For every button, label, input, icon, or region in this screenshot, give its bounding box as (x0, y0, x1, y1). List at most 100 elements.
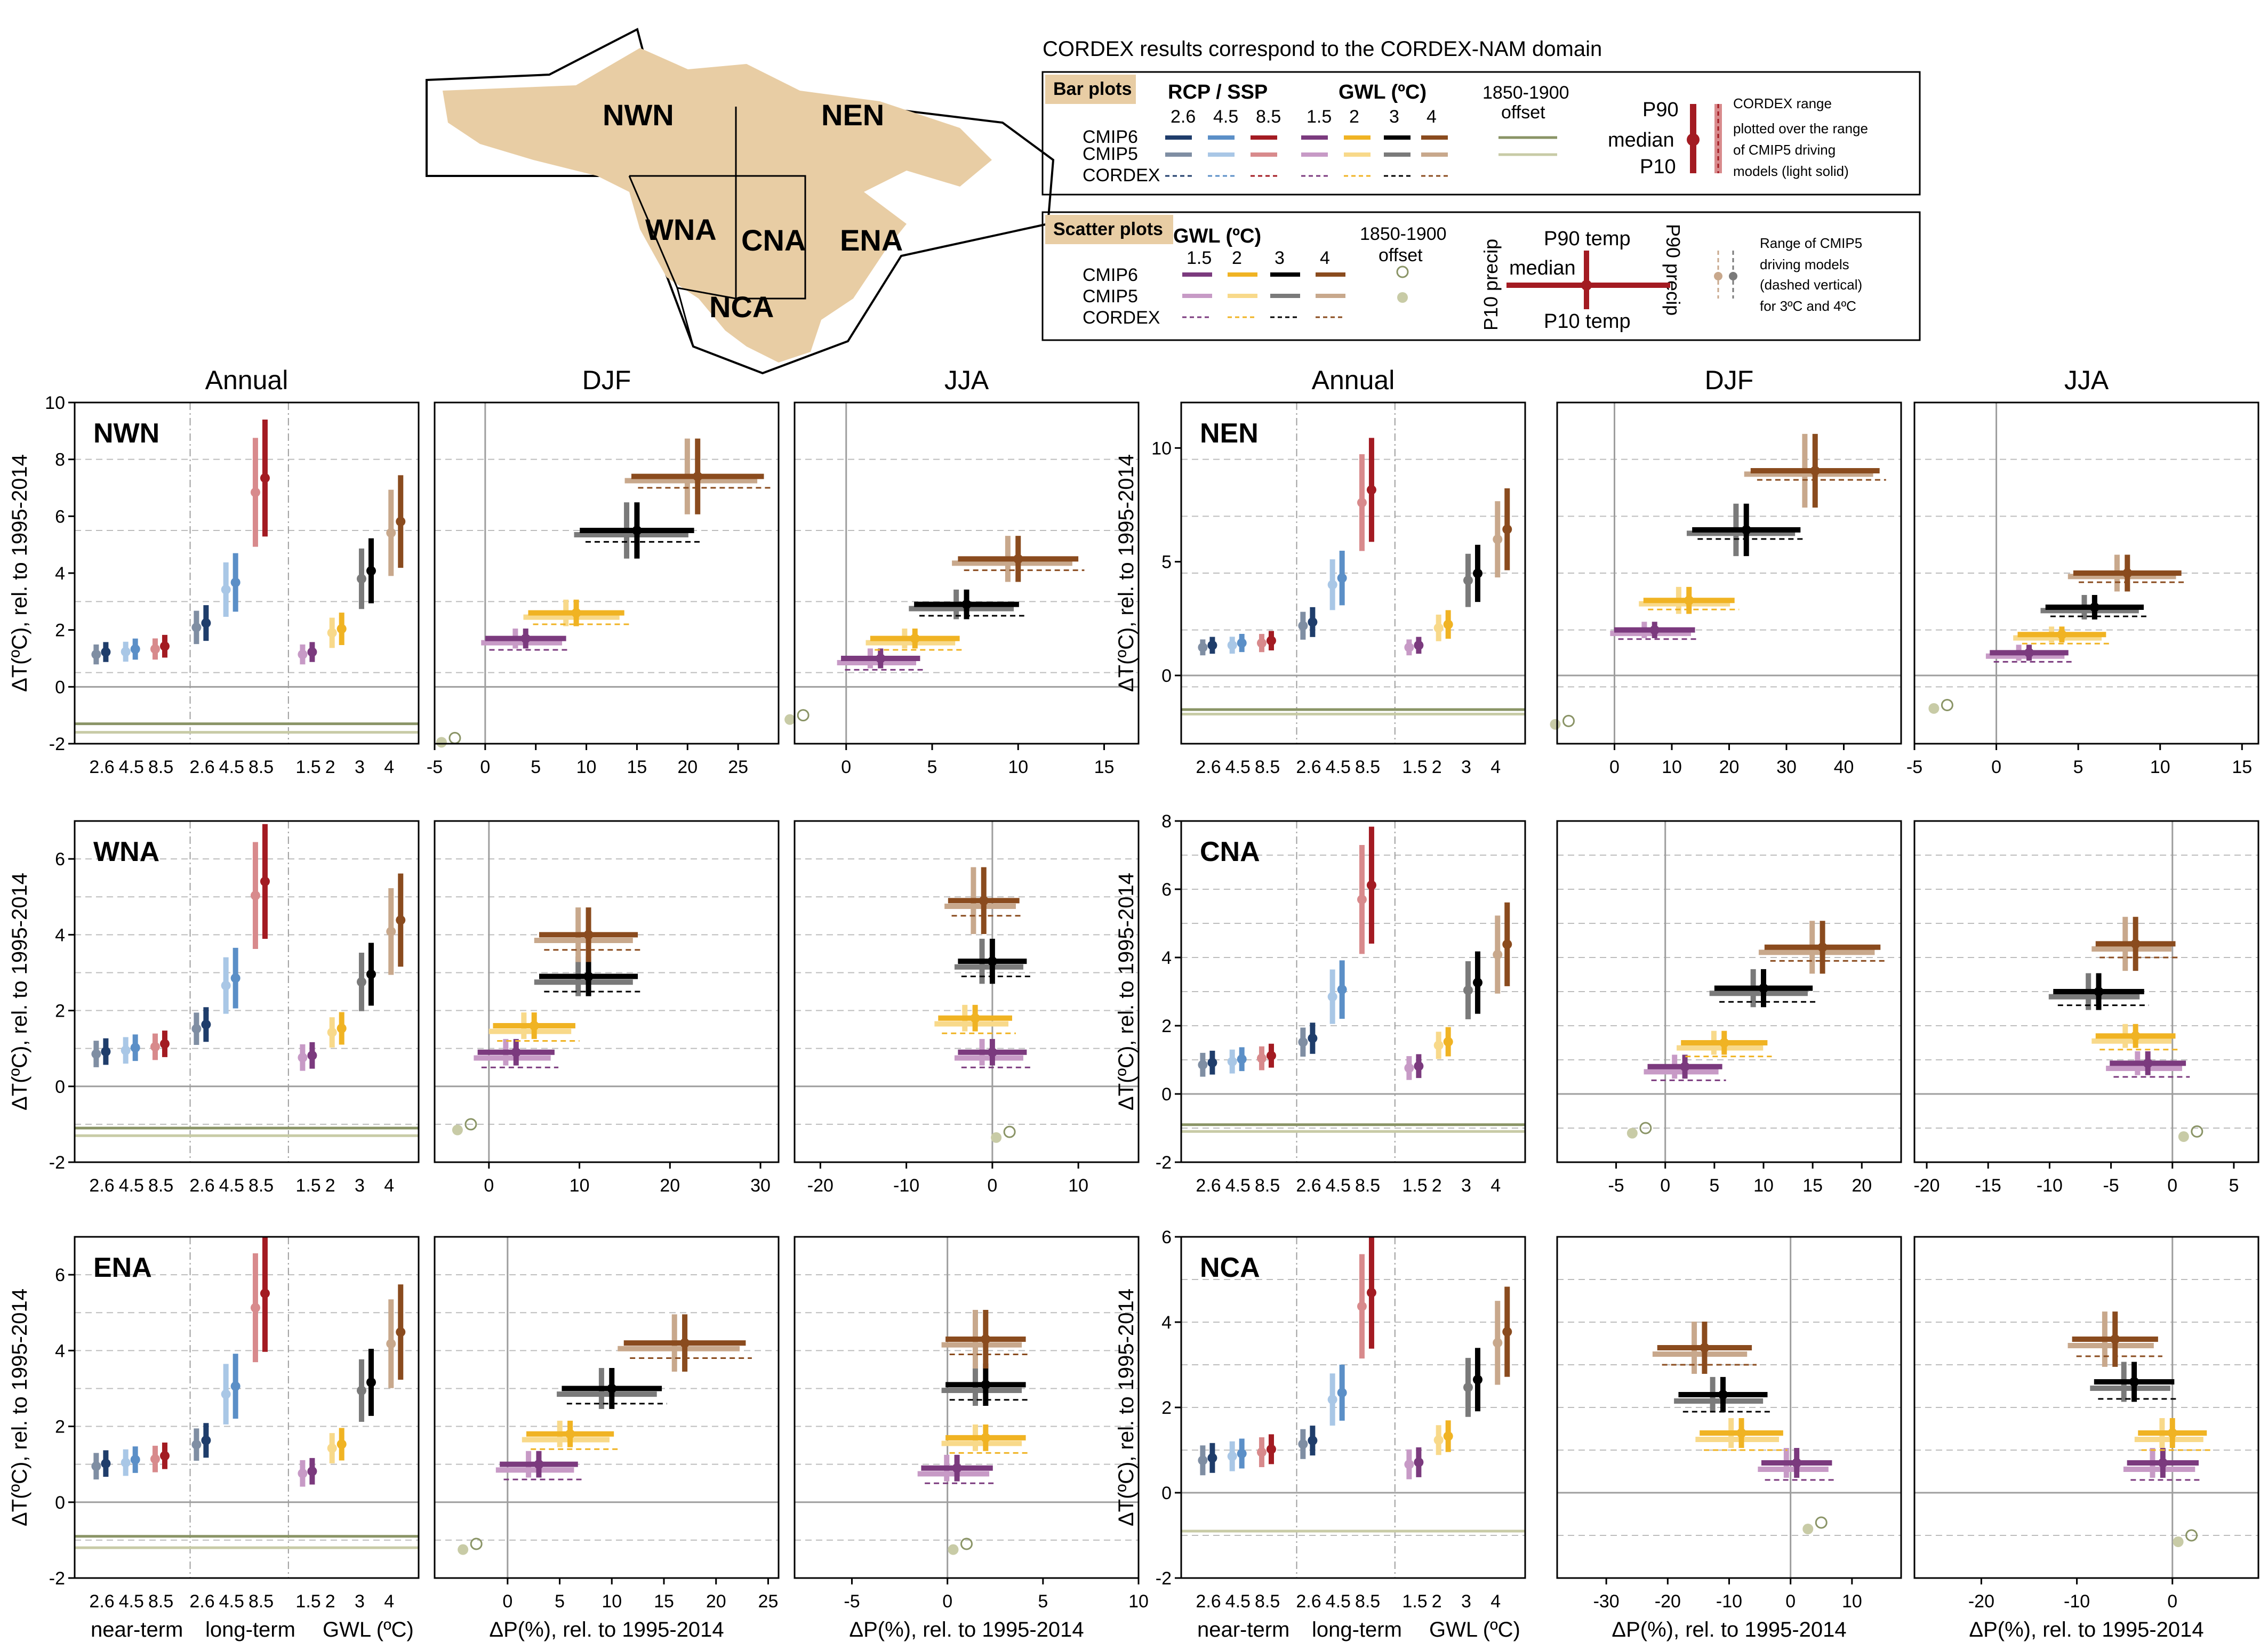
bar-cmip5-median (1256, 1447, 1267, 1457)
legend-bar-gwl-level: 1.5 (1307, 107, 1332, 127)
x-tick-label: 10 (1753, 1176, 1774, 1196)
x-tick-label: 5 (2073, 757, 2083, 777)
panel-wna-djf: 0 10 20 30 (434, 820, 780, 1196)
bar-cmip6-median (101, 1459, 111, 1469)
x-tick-label: 4 (1490, 1591, 1501, 1612)
x-tick-label: 10 (1008, 757, 1028, 777)
x-tick-label: 0 (2167, 1176, 2177, 1196)
x-axis-label: ΔP(%), rel. to 1995-2014 (1969, 1618, 2203, 1641)
cross-cmip6-median (1810, 466, 1820, 476)
cross-cmip6-median (2143, 1058, 2153, 1068)
legend-bar-rcp-level: 2.6 (1171, 107, 1196, 127)
x-tick-label: -5 (1608, 1176, 1624, 1196)
x-tick-label: 2.6 (89, 1176, 114, 1196)
x-tick-label: 8.5 (148, 757, 173, 777)
panel-nwn-djf: -5 0 5 10 15 20 25 (427, 401, 780, 777)
bar-cmip6-median (159, 1451, 170, 1461)
bar-cmip5-median (1327, 579, 1337, 590)
legend-bar-cordex-note-2: plotted over the range (1733, 120, 1868, 136)
x-tick-label: -5 (1906, 757, 1922, 777)
x-tick-label: 4.5 (1326, 1176, 1351, 1196)
panel-frame (1556, 820, 1902, 1163)
bar-cmip6-median (230, 973, 241, 983)
cross-cmip6-median (680, 1338, 690, 1348)
bar-cmip6-median (396, 1327, 406, 1337)
panel-frame (434, 401, 780, 745)
offset-point-cmip6 (1941, 698, 1953, 711)
bar-cmip6-median (1308, 1033, 1318, 1043)
bar-cmip6-median (1337, 573, 1347, 583)
offset-point-cmip5 (458, 1544, 469, 1555)
cross-cmip6-median (2122, 568, 2133, 578)
legend-bar-title-bg (1045, 75, 1136, 104)
x-tick-label: 0 (1660, 1176, 1670, 1196)
legend-scatter-p90precip: P90 precip (1662, 224, 1684, 316)
bar-cmip5-median (121, 1045, 131, 1056)
legend-scatter-range-note-1: Range of CMIP5 (1760, 235, 1862, 251)
bar-cmip5-median (91, 1461, 101, 1471)
x-tick-label: 1.5 (1402, 1176, 1427, 1196)
legend-bar-gwl-level: 2 (1349, 107, 1359, 127)
cross-cmip6-median (2094, 987, 2104, 996)
x-tick-label: 4 (384, 757, 394, 777)
panel-frame (794, 401, 1140, 745)
column-title: DJF (1705, 365, 1754, 395)
bar-cmip6-median (307, 1050, 317, 1060)
bar-cmip5-median (1463, 1382, 1473, 1393)
x-tick-label: 4.5 (1225, 1591, 1251, 1612)
cross-cmip6-median (571, 608, 581, 618)
panel-ena-jja: -5 0 5 10 ΔP(%), rel. to 1995-2014 (794, 1236, 1149, 1641)
cross-cmip6-median (520, 633, 531, 643)
legend-bar-row-label: CORDEX (1083, 165, 1160, 186)
offset-point-cmip6 (2185, 1529, 2198, 1542)
x-tick-label: 2.6 (1196, 1176, 1221, 1196)
legend-bar-rcp-level: 4.5 (1213, 107, 1238, 127)
x-tick-label: -15 (1975, 1176, 2001, 1196)
legend-bar-gwl-title: GWL (ºC) (1339, 81, 1426, 103)
x-tick-label: 25 (758, 1591, 779, 1612)
cross-cmip6-median (2130, 939, 2141, 949)
x-tick-label: 4 (384, 1591, 394, 1612)
x-tick-label: 2.6 (89, 757, 114, 777)
legend-bar-cordex-note-1: CORDEX range (1733, 95, 1832, 111)
panel-frame (1180, 401, 1526, 745)
x-tick-label: 10 (576, 757, 597, 777)
x-tick-label: -20 (1913, 1176, 1940, 1196)
bar-cmip5-median (121, 1458, 131, 1468)
x-tick-label: 4.5 (1326, 757, 1351, 777)
legend-bar-p90: P90 (1642, 99, 1679, 121)
x-tick-label: 2.6 (1196, 757, 1221, 777)
x-tick-label: 8.5 (1355, 1176, 1380, 1196)
y-tick-label: 0 (55, 1493, 65, 1513)
bar-cmip5-median (1463, 575, 1473, 585)
y-tick-label: 0 (1161, 666, 1172, 686)
bar-cmip6-median (1472, 568, 1482, 578)
cross-cmip6-median (607, 1383, 617, 1394)
bar-cmip6-median (201, 618, 211, 628)
x-tick-label: 3 (355, 1176, 365, 1196)
x-tick-label: 4 (1490, 757, 1501, 777)
bar-cmip5-median (1298, 1037, 1308, 1047)
bar-cmip5-median (298, 1468, 308, 1478)
y-tick-label: 0 (1161, 1483, 1172, 1503)
bar-cmip5-median (250, 1302, 260, 1313)
x-tick-label: 15 (1802, 1176, 1823, 1196)
bar-x-label-gwl: GWL (ºC) (323, 1618, 414, 1641)
cross-cmip6-median (2158, 1458, 2168, 1468)
bar-cmip5-median (221, 1389, 231, 1399)
legend-scatter-offset-cmip5 (1397, 292, 1408, 303)
bar-cmip6-median (1266, 1051, 1276, 1061)
bar-cmip5-median (1327, 1395, 1337, 1405)
cross-cmip6-median (1718, 1390, 1728, 1399)
cross-cmip6-median (876, 654, 886, 663)
legend-scatter-range-grey-dot (1729, 272, 1737, 280)
bar-cmip6-median (1443, 1431, 1453, 1441)
x-tick-label: 2.6 (1196, 1591, 1221, 1612)
bar-cmip6-median (130, 644, 140, 654)
x-tick-label: 15 (2232, 757, 2252, 777)
x-tick-label: 2 (1432, 757, 1442, 777)
cross-cmip6-median (987, 956, 997, 967)
legend-bar-row-label: CMIP6 (1083, 127, 1138, 147)
x-tick-label: 8.5 (1355, 1591, 1380, 1612)
